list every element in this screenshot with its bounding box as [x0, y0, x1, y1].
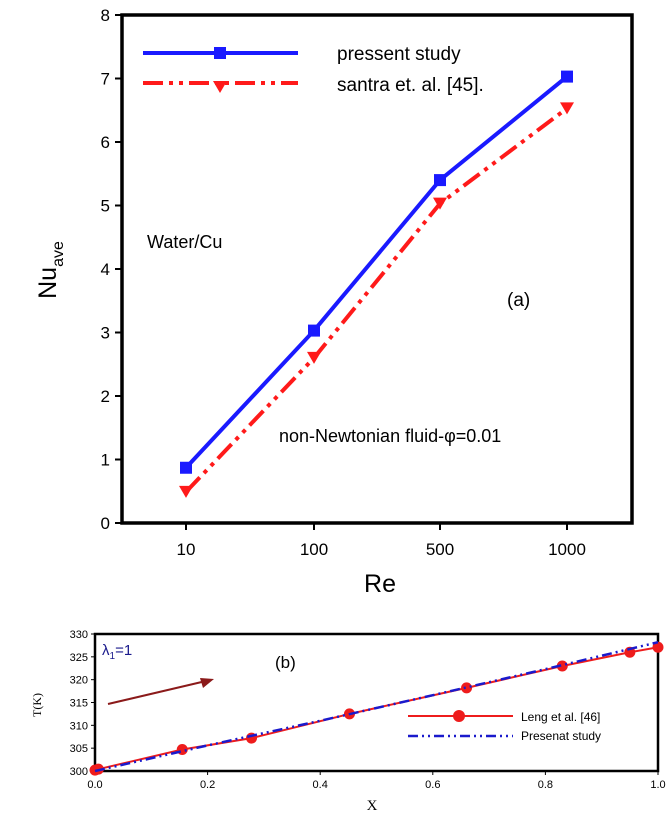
y-tick-label-b-2: 310	[70, 720, 88, 732]
panel-b: 300 305 310 315 320 325 330 0.0 0.2 0.4 0.6 0.8 1.0…	[30, 629, 666, 814]
x-tick-label-b-4: 0.8	[538, 779, 553, 791]
x-axis-ticks-b: 0.0 0.2 0.4 0.6 0.8 1.0	[87, 771, 666, 791]
y-tick-label-b-5: 325	[70, 652, 88, 664]
y-tick-label-b-1: 305	[70, 743, 88, 755]
x-tick-label-b-3: 0.6	[425, 779, 440, 791]
y-tick-label-b-0: 300	[70, 766, 88, 778]
x-axis-label-b: X	[367, 798, 378, 814]
y-tick-label-a-8: 8	[101, 6, 110, 25]
x-tick-label-a-1: 100	[300, 540, 328, 559]
series-a-1-point-2	[433, 197, 447, 210]
y-tick-label-a-7: 7	[101, 70, 110, 89]
series-b	[89, 641, 664, 776]
y-tick-label-a-1: 1	[101, 451, 110, 470]
y-tick-label-b-6: 330	[70, 629, 88, 641]
x-tick-label-b-1: 0.2	[200, 779, 215, 791]
series-a-line-1	[184, 106, 569, 494]
series-a-0-point-1	[308, 324, 320, 337]
series-a-0-point-2	[434, 174, 446, 187]
y-tick-label-a-3: 3	[101, 324, 110, 343]
legend-b: Leng et al. [46] Presenat study	[408, 710, 601, 743]
series-b-0-point-8	[652, 641, 664, 653]
annotation-fluid: Water/Cu	[147, 232, 222, 252]
x-tick-label-b-5: 1.0	[650, 779, 665, 791]
x-tick-label-a-2: 500	[426, 540, 454, 559]
annotation-lambda-sub: 1	[110, 651, 116, 662]
y-tick-label-b-4: 320	[70, 675, 88, 687]
annotation-panel-a: (a)	[507, 290, 530, 311]
x-axis-label-a: Re	[364, 570, 396, 598]
series-a-line-0	[184, 75, 569, 470]
series-a-1-point-1	[307, 351, 321, 364]
x-axis-ticks-a: 10 100 500 1000	[177, 523, 586, 559]
legend-a-marker-0	[214, 47, 226, 59]
series-a-1-point-3	[560, 102, 574, 115]
x-tick-label-b-2: 0.4	[313, 779, 328, 791]
series-a-0-point-3	[561, 70, 573, 83]
legend-a-label-0: pressent study	[337, 44, 461, 65]
svg-text:Nuave: Nuave	[34, 241, 67, 299]
x-tick-label-a-0: 10	[177, 540, 196, 559]
y-axis-ticks-b: 300 305 310 315 320 325 330	[70, 629, 95, 778]
y-axis-label-b: T(K)	[30, 693, 44, 717]
panel-a: 0 1 2 3 4 5 6 7 8 10 100 500 1000 pressent study sa…	[34, 6, 634, 598]
series-b-0-point-5	[461, 682, 473, 694]
annotation-lambda-symbol: λ	[102, 642, 110, 659]
annotation-panel-b: (b)	[275, 653, 296, 672]
y-tick-label-a-2: 2	[101, 387, 110, 406]
y-tick-label-b-3: 315	[70, 698, 88, 710]
x-tick-label-a-3: 1000	[548, 540, 586, 559]
legend-b-marker-0	[453, 710, 465, 722]
y-tick-label-a-4: 4	[101, 260, 110, 279]
annotation-lambda-value: =1	[115, 642, 132, 659]
legend-b-label-1: Presenat study	[521, 729, 601, 743]
annotation-condition: non-Newtonian fluid-φ=0.01	[279, 426, 501, 446]
series-b-line-1	[94, 641, 659, 773]
arrow-annotation	[107, 678, 214, 705]
legend-b-label-0: Leng et al. [46]	[521, 710, 600, 724]
y-tick-label-a-6: 6	[101, 133, 110, 152]
y-tick-label-a-0: 0	[101, 514, 110, 533]
y-tick-label-a-5: 5	[101, 197, 110, 216]
y-axis-label-a-main: Nu	[34, 267, 62, 299]
series-a-1-point-0	[179, 485, 193, 498]
y-axis-label-a-sub: ave	[50, 241, 67, 267]
annotation-lambda: λ1=1	[102, 642, 132, 662]
y-axis-ticks-a: 0 1 2 3 4 5 6 7 8	[101, 6, 122, 533]
x-tick-label-b-0: 0.0	[87, 779, 102, 791]
series-a	[179, 70, 574, 498]
y-axis-label-a: Nuave	[34, 241, 67, 299]
series-a-0-point-0	[180, 461, 192, 474]
legend-a: pressent study santra et. al. [45].	[143, 44, 484, 96]
legend-a-marker-1	[213, 81, 227, 93]
legend-a-label-1: santra et. al. [45].	[337, 75, 484, 96]
